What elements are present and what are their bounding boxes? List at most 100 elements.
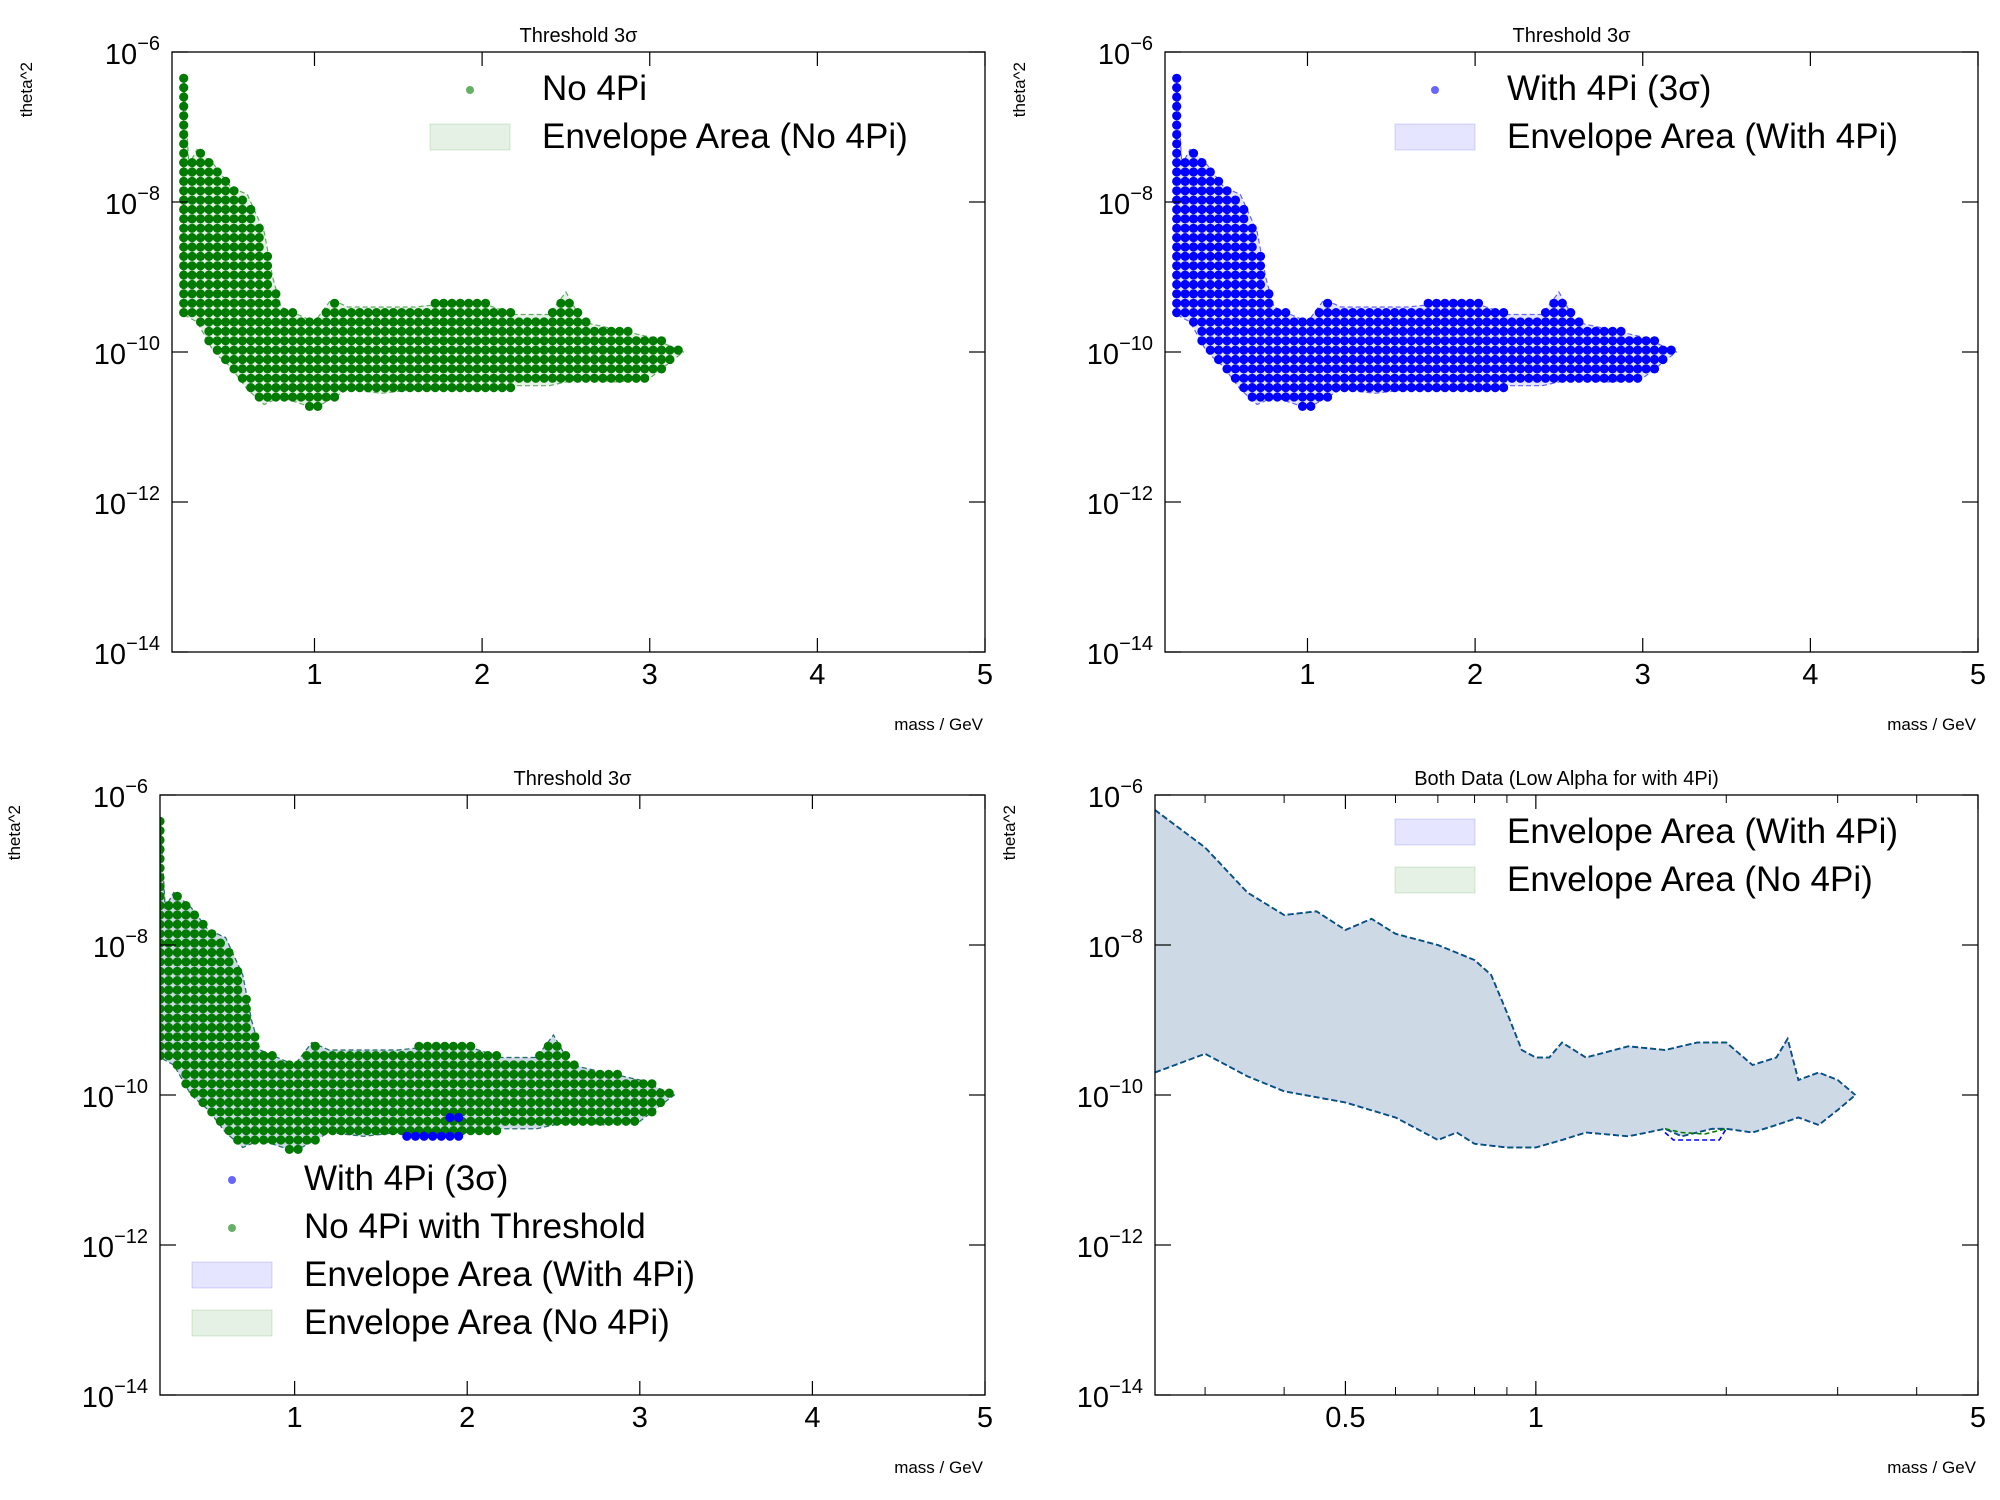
data-point [422, 1107, 433, 1117]
data-point [422, 345, 432, 355]
data-point [313, 401, 323, 411]
data-point [1297, 354, 1308, 365]
data-point [204, 251, 214, 261]
data-point [1557, 345, 1567, 355]
data-point [489, 326, 499, 336]
data-point [246, 223, 256, 233]
y-axis-label: theta^2 [1000, 805, 1019, 860]
data-point [500, 1060, 510, 1070]
data-point [221, 195, 231, 205]
data-point [656, 364, 667, 374]
data-point [1306, 326, 1316, 336]
data-point [1390, 373, 1400, 383]
data-point [353, 1079, 364, 1089]
data-point [1490, 383, 1500, 393]
data-point [189, 1088, 200, 1098]
data-point [1423, 336, 1433, 346]
data-point [414, 1097, 424, 1108]
data-point [422, 373, 432, 383]
data-point [250, 1051, 260, 1061]
y-tick-label: 10−12 [1087, 483, 1153, 521]
data-point [506, 336, 516, 346]
data-point [673, 345, 683, 355]
data-point [254, 317, 264, 327]
data-point [345, 1097, 355, 1108]
data-point [388, 336, 398, 346]
data-point [1624, 354, 1634, 365]
y-tick-exponent: −8 [1130, 183, 1153, 205]
y-tick-base: 10 [1077, 1082, 1109, 1114]
data-point [371, 1060, 381, 1070]
data-point [1255, 392, 1266, 402]
data-point [1247, 289, 1257, 299]
data-point [207, 1069, 217, 1079]
data-point [1197, 214, 1207, 224]
x-tick-label: 3 [642, 659, 658, 691]
data-point [472, 345, 482, 355]
data-point [262, 270, 273, 280]
data-point [497, 373, 507, 383]
data-point [457, 1051, 467, 1061]
data-point [1264, 392, 1274, 402]
data-point [250, 1135, 260, 1145]
data-point [233, 1126, 243, 1136]
data-point [279, 392, 289, 402]
data-point [1255, 317, 1266, 327]
y-tick-label: 10−14 [94, 633, 160, 671]
data-point [181, 1060, 191, 1070]
data-point [319, 1069, 329, 1079]
data-point [1540, 364, 1551, 374]
data-point [531, 345, 541, 355]
data-point [310, 1088, 320, 1098]
data-point [254, 373, 264, 383]
data-point [336, 1126, 346, 1136]
data-point [207, 1079, 217, 1089]
data-point [483, 1116, 493, 1126]
data-point [250, 1060, 260, 1070]
data-point [1406, 364, 1416, 374]
data-point [221, 204, 231, 215]
data-point [284, 1116, 294, 1126]
data-point [1205, 186, 1215, 196]
data-point [1239, 251, 1249, 261]
scatter-points-with-4pi-bl [402, 1112, 464, 1141]
data-point [229, 204, 239, 215]
data-point [388, 1060, 398, 1070]
data-point [422, 1060, 433, 1070]
data-point [207, 1060, 217, 1070]
data-point [1574, 336, 1584, 346]
data-point [1633, 345, 1643, 355]
data-point [233, 1107, 243, 1117]
data-point [1214, 326, 1224, 336]
legend-marker-point [466, 86, 474, 94]
data-point [1339, 317, 1349, 327]
data-point [422, 1069, 433, 1079]
data-point [1323, 336, 1333, 346]
data-point [472, 364, 482, 374]
data-point [1188, 279, 1199, 290]
data-point [483, 1069, 493, 1079]
data-point [246, 345, 256, 355]
data-point [302, 1116, 312, 1126]
data-point [483, 1107, 493, 1117]
data-point [1649, 345, 1660, 355]
data-point [447, 298, 457, 308]
data-point [474, 1069, 484, 1079]
data-point [439, 317, 449, 327]
data-point [271, 317, 281, 327]
data-point [1180, 242, 1190, 252]
data-point [246, 317, 256, 327]
data-point [296, 383, 306, 393]
data-point [457, 1097, 467, 1108]
data-point [1180, 186, 1190, 196]
data-point [204, 298, 214, 308]
data-point [179, 158, 189, 168]
data-point [430, 317, 440, 327]
data-point [1214, 317, 1224, 327]
data-point [1297, 392, 1308, 402]
legend-marker-point [1431, 86, 1439, 94]
data-point [321, 345, 331, 355]
data-point [259, 1116, 269, 1126]
y-tick-label: 10−10 [1087, 333, 1153, 371]
data-point [355, 354, 365, 365]
